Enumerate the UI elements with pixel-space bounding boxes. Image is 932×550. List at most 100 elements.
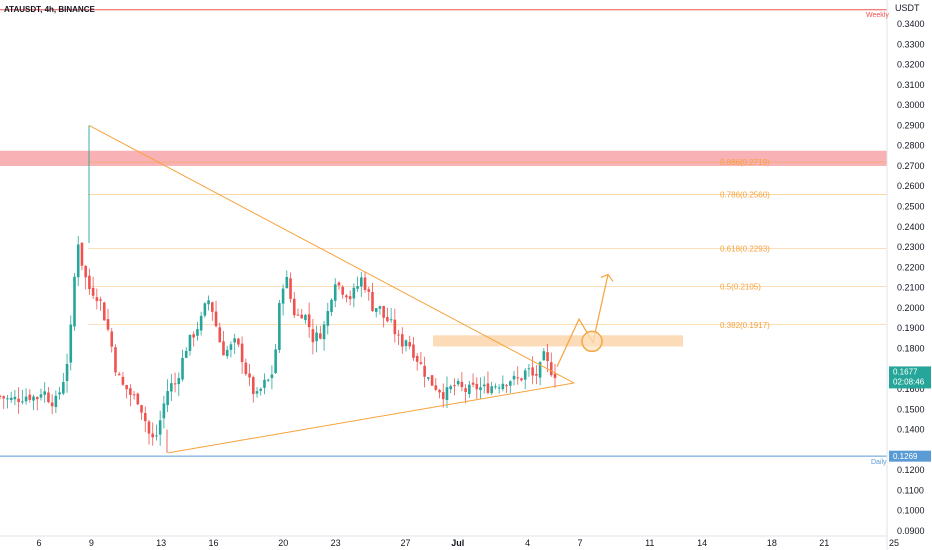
candle-body[interactable] [505,385,508,387]
candle-body[interactable] [21,401,24,403]
candle-body[interactable] [527,368,531,370]
projection-arrow[interactable] [556,273,614,367]
candle-body[interactable] [311,329,315,343]
candle-body[interactable] [404,340,408,347]
candle-body[interactable] [345,295,348,298]
candle-body[interactable] [240,343,244,363]
candle-body[interactable] [538,362,542,378]
candle-body[interactable] [468,384,471,395]
candle-body[interactable] [192,334,195,338]
candle-body[interactable] [218,327,222,343]
candle-body[interactable] [58,392,61,395]
candle-body[interactable] [69,324,73,363]
candle-body[interactable] [453,385,456,387]
candle-body[interactable] [143,413,147,422]
candle-body[interactable] [225,349,229,357]
candle-body[interactable] [207,300,210,305]
candle-body[interactable] [214,311,218,327]
candle-body[interactable] [117,373,121,376]
candle-body[interactable] [441,392,445,400]
price-axis[interactable]: 0.3400 0.3300 0.3200 0.3100 0.3000 0.2900 0.28… [897,19,925,536]
candle-body[interactable] [110,331,114,347]
candle-body[interactable] [32,396,35,401]
candle-body[interactable] [244,362,248,374]
candle-body[interactable] [482,384,486,387]
candle-body[interactable] [95,297,99,301]
candle-body[interactable] [203,303,207,316]
candle-body[interactable] [512,375,516,380]
candle-body[interactable] [330,299,333,313]
current-price-tag[interactable]: 0.1677 02:08:46 [889,366,931,389]
candle-body[interactable] [266,379,270,381]
candle-body[interactable] [24,396,28,402]
candle-body[interactable] [270,374,274,378]
candle-body[interactable] [333,284,337,301]
candle-body[interactable] [419,362,423,364]
candle-body[interactable] [233,338,236,343]
candle-body[interactable] [393,319,397,335]
fibonacci-levels[interactable]: 0.886(0.2719) 0.786(0.2560) 0.618(0.2293) 0… [88,158,887,330]
candle-body[interactable] [251,377,255,394]
candle-body[interactable] [125,385,128,390]
candle-body[interactable] [155,435,158,437]
candle-body[interactable] [248,373,251,378]
candle-body[interactable] [348,296,352,300]
candle-body[interactable] [62,382,65,394]
candle-body[interactable] [374,308,378,312]
candle-body[interactable] [497,387,501,389]
chart-area[interactable] [0,0,887,536]
candle-body[interactable] [434,385,438,390]
candle-body[interactable] [129,388,132,395]
candle-body[interactable] [367,289,371,292]
candle-body[interactable] [475,383,479,390]
candle-body[interactable] [326,311,330,326]
candle-body[interactable] [188,334,192,351]
candle-body[interactable] [274,349,277,373]
candle-body[interactable] [464,388,467,392]
candle-body[interactable] [408,342,412,347]
candle-body[interactable] [296,314,300,316]
candle-body[interactable] [140,405,143,413]
candle-body[interactable] [400,334,404,347]
candle-body[interactable] [173,383,177,385]
candle-body[interactable] [162,403,166,419]
target-circle[interactable] [581,330,603,353]
candle-body[interactable] [211,302,214,312]
candle-body[interactable] [54,395,58,407]
candle-body[interactable] [378,306,382,309]
triangle-lower-line[interactable] [167,382,575,454]
candle-body[interactable] [0,395,2,397]
candle-body[interactable] [43,391,46,395]
candle-body[interactable] [136,393,140,405]
candle-body[interactable] [542,351,546,361]
candle-body[interactable] [460,381,464,388]
candle-body[interactable] [382,305,385,318]
candle-body[interactable] [132,394,136,396]
candle-body[interactable] [553,373,557,379]
candle-body[interactable] [307,314,311,328]
candle-body[interactable] [50,402,54,407]
candle-body[interactable] [170,383,173,392]
candle-body[interactable] [285,276,289,289]
candle-body[interactable] [445,387,449,401]
candle-body[interactable] [397,334,400,336]
candle-body[interactable] [255,391,259,394]
candle-body[interactable] [73,276,76,327]
candle-body[interactable] [65,364,69,381]
candle-body[interactable] [456,381,460,385]
candle-body[interactable] [535,373,538,376]
candle-body[interactable] [315,332,318,342]
candle-body[interactable] [319,333,322,339]
candle-body[interactable] [9,397,13,401]
candle-body[interactable] [341,286,344,295]
candle-body[interactable] [114,347,117,373]
candle-body[interactable] [430,375,434,386]
candle-body[interactable] [486,383,490,393]
time-axis[interactable]: 6 9 13 16 20 23 27 Jul 4 7 11 14 18 21 25 [36,538,899,548]
candle-body[interactable] [39,394,43,398]
candle-body[interactable] [523,370,527,380]
candle-body[interactable] [28,394,32,400]
candle-body[interactable] [520,378,523,381]
candle-body[interactable] [181,357,184,380]
